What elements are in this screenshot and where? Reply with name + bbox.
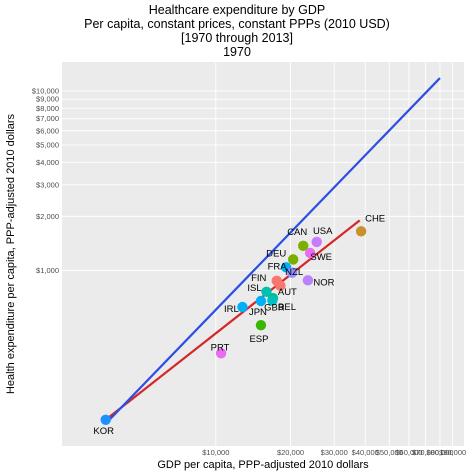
point-label-jpn: JPN <box>249 307 267 318</box>
point-label-kor: KOR <box>93 426 114 437</box>
point-label-deu: DEU <box>266 248 286 259</box>
point-label-gbr: GBR <box>264 302 285 313</box>
y-tick-label: $7,000 <box>36 114 59 123</box>
y-tick-label: $1,000 <box>36 266 59 275</box>
chart-title-line-4: 1970 <box>223 45 251 59</box>
grid-lines <box>62 62 464 446</box>
data-point-isl <box>261 286 272 297</box>
chart-titles: Healthcare expenditure by GDP Per capita… <box>84 3 390 59</box>
y-tick-label: $3,000 <box>36 180 59 189</box>
y-tick-label: $2,000 <box>36 212 59 221</box>
x-tick-label: $70,000 <box>412 448 439 457</box>
data-point-swe <box>304 247 316 259</box>
y-tick-label: $9,000 <box>36 95 59 104</box>
chart-title-line-3: [1970 through 2013] <box>181 31 293 45</box>
x-tick-label: $20,000 <box>277 448 304 457</box>
point-label-isl: ISL <box>247 283 261 294</box>
point-label-fra: FRA <box>268 261 288 272</box>
chart-title-line-1: Healthcare expenditure by GDP <box>149 3 325 17</box>
data-point-gbr <box>267 295 278 306</box>
data-point-jpn <box>255 295 267 307</box>
data-point-kor <box>100 414 111 425</box>
trend-line-red <box>105 219 361 421</box>
data-point-aut <box>275 280 286 292</box>
point-label-esp: ESP <box>249 334 268 345</box>
x-axis-title: GDP per capita, PPP-adjusted 2010 dollar… <box>157 459 369 471</box>
point-label-irl: IRL <box>224 304 239 315</box>
point-label-che: CHE <box>365 213 385 224</box>
point-label-swe: SWE <box>310 252 332 263</box>
point-label-aut: AUT <box>278 287 297 298</box>
point-label-prt: PRT <box>211 342 230 353</box>
y-tick-label: $4,000 <box>36 158 59 167</box>
data-point-deu <box>287 254 299 265</box>
y-axis-ticks: $1,000 $2,000 $3,000 $4,000 $5,000 $6,000 $7,0… <box>32 86 59 274</box>
trend-line-blue <box>104 77 441 425</box>
data-point-can <box>298 240 309 252</box>
x-tick-label: $90,000 <box>439 448 466 457</box>
plot-panel <box>62 62 464 446</box>
x-tick-label: $80,000 <box>426 448 453 457</box>
x-tick-label: $10,000 <box>202 448 229 457</box>
data-point-nor <box>302 275 314 286</box>
y-tick-label: $5,000 <box>36 140 59 149</box>
point-label-bel: BEL <box>278 302 296 313</box>
data-point-irl <box>237 301 248 313</box>
data-point-usa <box>311 236 322 248</box>
x-axis-ticks: $10,000 $20,000 $30,000 $40,000$50,000$60,0… <box>202 448 466 457</box>
y-axis-title: Health expenditure per capita, PPP-adjus… <box>5 113 17 394</box>
point-label-usa: USA <box>313 226 333 237</box>
x-tick-label: $30,000 <box>321 448 348 457</box>
data-point-esp <box>255 319 267 331</box>
x-tick-label: $50,000 <box>376 448 403 457</box>
data-point-prt <box>215 348 227 359</box>
point-label-fin: FIN <box>251 273 266 284</box>
trend-lines <box>104 77 441 425</box>
point-label-nor: NOR <box>313 277 334 288</box>
point-label-nzl: NZL <box>285 267 303 278</box>
x-tick-label: $40,000 <box>352 448 379 457</box>
y-tick-label: $8,000 <box>36 104 59 113</box>
data-points <box>100 226 367 425</box>
y-tick-label: $6,000 <box>36 126 59 135</box>
chart-title-line-2: Per capita, constant prices, constant PP… <box>84 17 390 31</box>
x-tick-label: $60,000 <box>395 448 422 457</box>
data-point-che <box>355 226 367 237</box>
point-label-can: CAN <box>287 227 307 238</box>
y-tick-label: $10,000 <box>32 86 59 95</box>
data-point-nzl <box>286 267 298 278</box>
